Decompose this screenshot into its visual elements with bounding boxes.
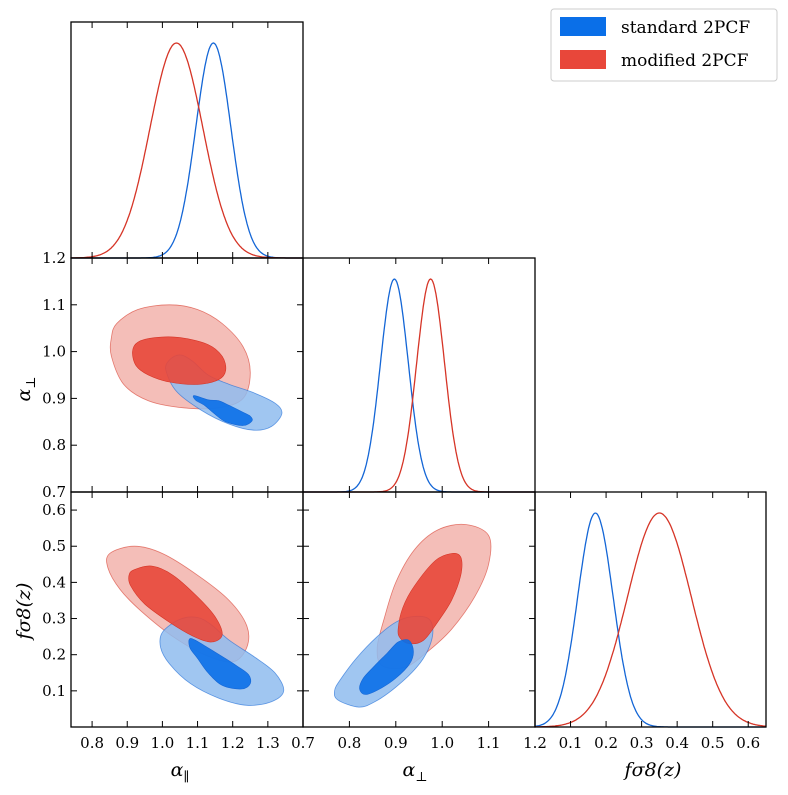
x-tick-label: 0.9 (384, 734, 408, 752)
contour-1sigma-standard-alpha_perp_fs8 (359, 639, 414, 695)
legend-label-modified: modified 2PCF (621, 51, 749, 71)
y-axis-label-alpha-perp: α⊥ (13, 376, 39, 401)
x-tick-label: 0.5 (701, 734, 725, 752)
x-tick-label: 0.3 (630, 734, 654, 752)
panel-frames (70, 21, 767, 728)
marginal-modified-alpha_par (71, 42, 303, 259)
x-tick-label: 1.1 (186, 734, 210, 752)
tick-marks (71, 22, 749, 727)
y-tick-label: 1.1 (42, 296, 66, 314)
x-tick-label: 0.2 (594, 734, 618, 752)
y-tick-label: 0.2 (42, 646, 66, 664)
y-tick-label: 1.0 (42, 343, 66, 361)
y-axis-label-fs8: fσ8(z) (13, 583, 35, 642)
marginal-standard-alpha_par (71, 42, 303, 259)
marginal-standard-alpha_perp (303, 278, 535, 493)
contour-1sigma-modified-alpha_par_fs8 (128, 565, 223, 643)
y-tick-label: 0.4 (42, 573, 66, 591)
x-axis-label-fs8: fσ8(z) (623, 759, 682, 781)
x-tick-label: 1.2 (221, 734, 245, 752)
y-tick-label: 0.3 (42, 610, 66, 628)
x-axis-label-alpha-perp: α⊥ (402, 759, 427, 785)
legend-swatch-standard (560, 17, 606, 36)
legend: standard 2PCF modified 2PCF (550, 8, 778, 82)
x-tick-label: 1.3 (256, 734, 280, 752)
marginal-modified-alpha_perp (303, 278, 535, 493)
marginal-modified-fs8 (535, 512, 767, 728)
y-tick-label: 0.9 (42, 389, 66, 407)
legend-frame (550, 8, 778, 82)
y-tick-label: 0.8 (42, 436, 66, 454)
tick-labels: 0.8 0.9 1.0 1.1 1.2 1.3 0.7 0.8 0.9 1.0 1.1 1.2 0.1 0… (42, 249, 760, 752)
marginal-standard-fs8 (534, 512, 766, 728)
panel-frame-1-1 (302, 257, 536, 493)
y-tick-label: 0.7 (42, 483, 66, 501)
x-tick-label: 0.1 (559, 734, 583, 752)
x-tick-label: 0.8 (337, 734, 361, 752)
x-tick-label: 1.0 (430, 734, 454, 752)
x-tick-label: 1.0 (150, 734, 174, 752)
legend-label-standard: standard 2PCF (621, 18, 750, 38)
x-axis-label-alpha-par: α∥ (171, 759, 190, 785)
y-tick-label: 0.5 (42, 537, 66, 555)
legend-swatch-modified (560, 50, 606, 69)
y-tick-label: 0.6 (42, 501, 66, 519)
contour-1sigma-modified-alpha_par_alpha_perp (132, 336, 227, 385)
panel-frame-2-2 (534, 491, 767, 728)
x-tick-label: 0.9 (115, 734, 139, 752)
x-tick-label: 0.8 (80, 734, 104, 752)
x-tick-label: 0.7 (291, 734, 315, 752)
x-tick-label: 0.4 (665, 734, 689, 752)
x-tick-label: 1.1 (477, 734, 501, 752)
contour-1sigma-standard-alpha_par_fs8 (188, 638, 252, 690)
contour-1sigma-standard-alpha_par_alpha_perp (192, 395, 253, 426)
y-tick-label: 1.2 (42, 249, 66, 267)
x-tick-label: 0.6 (736, 734, 760, 752)
contour-fills (106, 304, 492, 708)
panel-frame-0-0 (70, 21, 304, 259)
y-tick-label: 0.1 (42, 682, 66, 700)
x-tick-label: 1.2 (523, 734, 547, 752)
